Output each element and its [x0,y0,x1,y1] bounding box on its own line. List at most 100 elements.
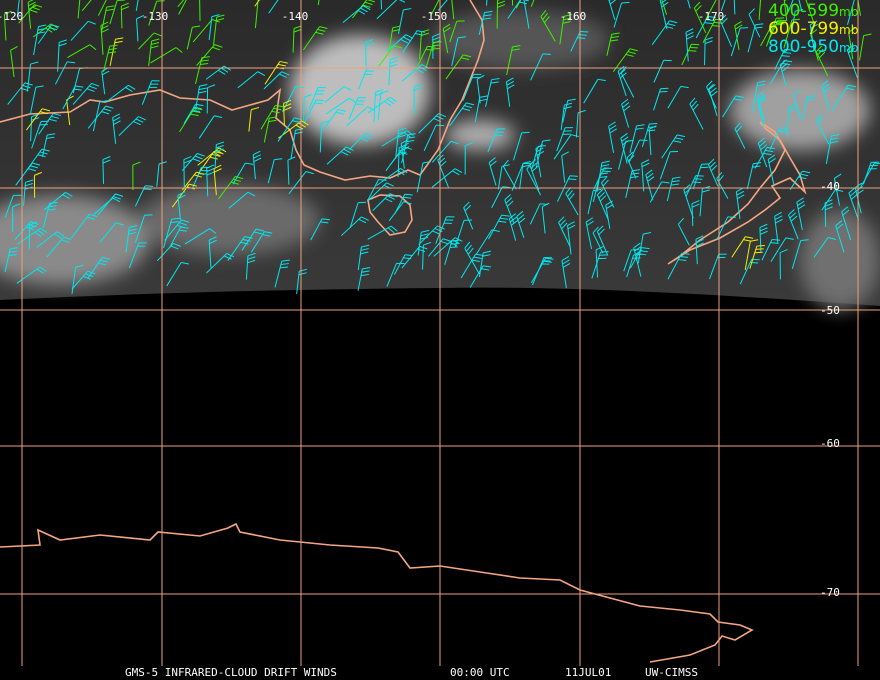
barb-feather [602,170,611,173]
wind-barb [348,97,366,120]
barb-feather [563,17,572,21]
cloud [140,185,320,255]
wind-barb [606,32,620,56]
barb-shaft [287,160,290,185]
barb-shaft [592,232,604,254]
wind-barb [769,127,789,150]
barb-feather [692,103,699,111]
barb-shaft [296,271,300,294]
barb-feather [421,229,430,233]
barb-feather [211,14,220,18]
barb-feather [713,21,722,24]
barb-feather [358,218,367,224]
barb-feather [451,239,460,242]
wind-barb [177,0,185,8]
barb-shaft [197,151,215,174]
wind-barb [507,0,529,19]
barb-shaft [290,130,296,160]
barb-shaft [825,136,832,164]
barb-feather [623,105,631,112]
barb-feather [660,0,667,4]
wind-barb [342,5,371,23]
barb-feather [24,183,33,187]
barb-feather [181,219,190,223]
barb-shaft [704,40,706,66]
barb-feather [498,220,507,223]
wind-barb [380,0,383,10]
barb-feather [274,158,283,161]
barb-feather [567,221,575,226]
barb-feather [631,169,641,172]
barb-feather [54,233,62,239]
wind-barb [587,188,602,215]
barb-shaft [31,121,42,149]
barb-feather [425,48,434,51]
barb-feather [484,10,493,13]
barb-feather [213,150,222,154]
barb-shaft [72,83,92,105]
wind-barb [135,0,139,11]
barb-feather [34,231,42,238]
wind-barb [488,214,510,240]
wind-barb [815,113,830,145]
barb-shaft [29,87,37,115]
barb-feather [793,89,801,96]
barb-feather [87,20,96,25]
wind-barb [629,124,645,153]
wind-barb [511,162,532,191]
barb-feather [41,148,50,152]
barb-feather [621,1,630,4]
barb-feather [689,97,696,105]
barb-feather [365,42,374,47]
wind-barb [831,84,857,111]
barb-feather [569,175,578,177]
wind-barb [648,125,657,156]
wind-barb [372,193,398,212]
wind-barb [378,45,402,67]
barb-feather [536,147,544,153]
barb-shaft [747,24,756,53]
barb-feather [542,53,551,55]
barb-feather [789,212,797,219]
barb-feather [37,229,45,236]
barb-feather [28,1,36,7]
barb-feather [83,275,91,280]
barb-shaft [245,255,249,280]
wind-barb [15,162,41,186]
barb-shaft [693,7,707,34]
wind-barb [720,0,726,12]
wind-barb [689,97,704,130]
barb-feather [733,98,742,101]
barb-feather [240,241,249,245]
wind-barb [496,0,506,29]
barb-shaft [770,237,787,262]
wind-barb [357,266,371,291]
wind-barb [413,83,422,115]
wind-barb [120,2,129,29]
barb-shaft [626,254,634,278]
wind-barb [319,120,330,153]
barb-shaft [150,47,177,64]
barb-feather [206,171,215,176]
barb-shaft [101,71,106,95]
latitude-label: -50 [820,304,840,317]
barb-feather [216,18,225,22]
barb-shaft [596,231,609,256]
barb-feather [321,218,331,221]
barb-shaft [783,19,793,49]
barb-feather [521,131,530,134]
barb-feather [740,27,749,29]
barb-feather [874,162,880,165]
barb-feather [28,223,37,228]
barb-feather [58,42,67,47]
wind-barb [535,139,551,168]
barb-feather [570,134,579,138]
barb-shaft [708,89,718,117]
legend-unit: mb [839,23,858,37]
barb-feather [151,38,160,42]
barb-feather [758,94,766,100]
barb-feather [218,69,226,75]
barb-feather [214,115,223,118]
wind-barb [437,0,448,11]
barb-feather [482,254,491,257]
